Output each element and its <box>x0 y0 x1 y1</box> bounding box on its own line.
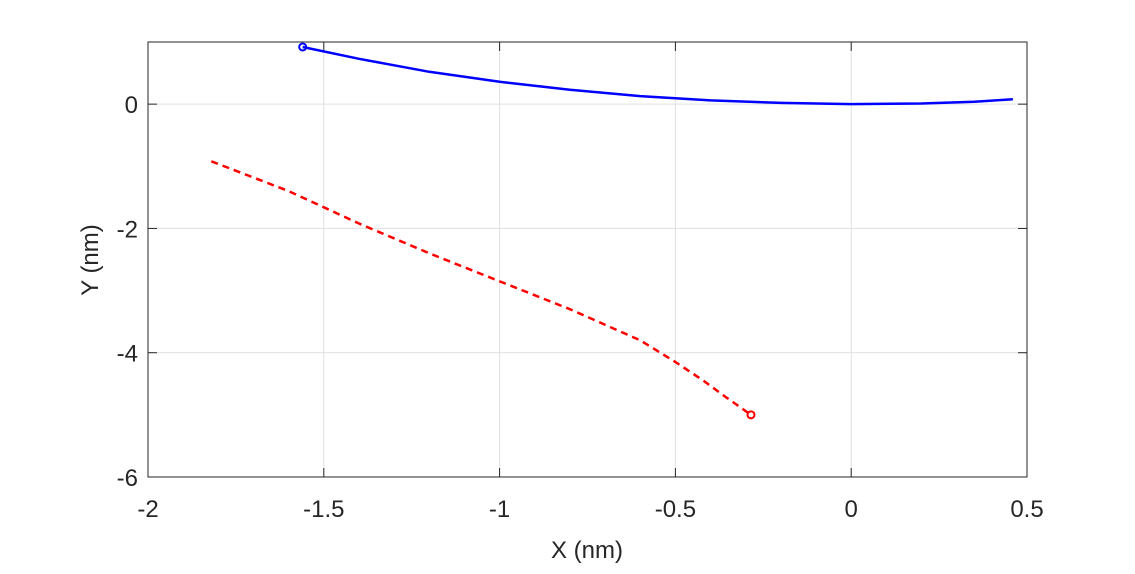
x-tick-label: -1.5 <box>303 496 344 523</box>
x-tick-label: -2 <box>137 496 158 523</box>
series-2-end-marker <box>746 410 756 420</box>
x-tick-label: -1 <box>489 496 510 523</box>
y-tick-label: 0 <box>125 92 138 119</box>
series-line-2 <box>210 160 752 416</box>
plot-background <box>148 42 1027 477</box>
series-1-start-marker <box>298 42 308 52</box>
y-axis-label: Y (nm) <box>77 224 104 296</box>
x-tick-label: -0.5 <box>655 496 696 523</box>
plot-frame <box>147 41 1028 478</box>
y-tick-labels: -6 -4 -2 0 <box>117 92 138 492</box>
series-line-1 <box>302 45 1013 106</box>
x-tick-label: 0.5 <box>1010 496 1043 523</box>
y-tick-label: -4 <box>117 341 138 368</box>
y-tick-label: -6 <box>117 465 138 492</box>
x-axis-label: X (nm) <box>551 537 623 564</box>
x-tick-label: 0 <box>845 496 858 523</box>
x-tick-labels: -2 -1.5 -1 -0.5 0 0.5 <box>137 496 1043 523</box>
data-series <box>210 42 1013 420</box>
y-tick-label: -2 <box>117 216 138 243</box>
